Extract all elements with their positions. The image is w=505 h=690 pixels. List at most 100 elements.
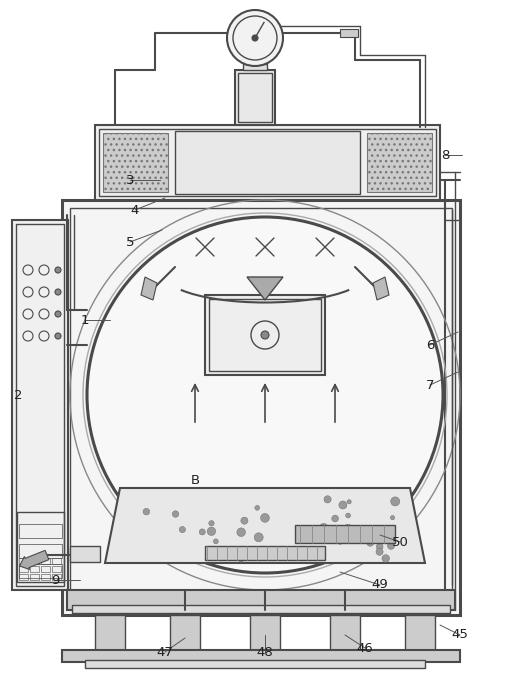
Circle shape <box>346 500 350 504</box>
Bar <box>30 574 39 580</box>
Circle shape <box>338 501 346 509</box>
Bar <box>30 566 39 572</box>
Bar <box>12 220 68 590</box>
Circle shape <box>345 513 350 518</box>
Bar <box>170 615 199 655</box>
Text: 2: 2 <box>14 388 22 402</box>
Bar <box>234 70 274 125</box>
Circle shape <box>143 509 149 515</box>
Bar <box>205 546 324 560</box>
Text: 5: 5 <box>126 235 134 248</box>
Text: 48: 48 <box>256 646 273 658</box>
Bar <box>85 660 424 668</box>
Bar <box>62 650 459 662</box>
Polygon shape <box>105 488 424 563</box>
Circle shape <box>262 553 268 558</box>
Text: 45: 45 <box>450 629 468 642</box>
Polygon shape <box>105 488 424 563</box>
Text: 3: 3 <box>126 173 134 186</box>
Bar <box>294 525 394 543</box>
Bar <box>237 73 272 122</box>
Circle shape <box>344 524 350 531</box>
Text: 6: 6 <box>425 339 433 351</box>
Bar <box>52 574 61 580</box>
Circle shape <box>251 35 258 41</box>
Bar <box>103 133 168 192</box>
Bar <box>205 295 324 375</box>
Circle shape <box>376 544 382 550</box>
Bar <box>404 615 434 655</box>
Circle shape <box>375 548 382 555</box>
Bar <box>41 566 50 572</box>
Circle shape <box>172 511 178 518</box>
Bar <box>95 615 125 655</box>
Bar <box>72 605 449 613</box>
Bar <box>99 129 435 196</box>
Bar <box>175 131 359 194</box>
Text: 46: 46 <box>356 642 373 655</box>
Circle shape <box>87 217 442 573</box>
Text: 1: 1 <box>81 313 89 326</box>
Circle shape <box>258 549 264 555</box>
Circle shape <box>348 530 356 538</box>
Bar <box>30 558 39 564</box>
Circle shape <box>236 528 245 537</box>
Circle shape <box>387 542 394 549</box>
Bar <box>329 615 359 655</box>
Circle shape <box>306 553 312 559</box>
Text: 9: 9 <box>50 573 59 586</box>
Circle shape <box>55 289 61 295</box>
Circle shape <box>389 515 394 520</box>
Bar <box>67 590 454 610</box>
Circle shape <box>390 497 399 506</box>
Circle shape <box>260 513 269 522</box>
Text: 4: 4 <box>131 204 139 217</box>
Circle shape <box>55 267 61 273</box>
Bar <box>249 615 279 655</box>
Bar <box>19 564 62 578</box>
Circle shape <box>238 558 243 562</box>
Text: 50: 50 <box>391 535 408 549</box>
Circle shape <box>209 520 214 526</box>
Bar <box>19 524 62 538</box>
Bar <box>17 512 64 582</box>
Circle shape <box>179 526 185 533</box>
Bar <box>41 558 50 564</box>
Bar <box>16 224 64 586</box>
Circle shape <box>323 495 331 503</box>
Circle shape <box>240 517 247 524</box>
Circle shape <box>255 506 259 510</box>
Bar <box>95 125 439 200</box>
FancyArrow shape <box>20 551 49 569</box>
Circle shape <box>228 553 234 559</box>
Circle shape <box>199 529 205 535</box>
Bar <box>19 544 62 558</box>
Circle shape <box>55 333 61 339</box>
Bar <box>19 558 28 564</box>
Circle shape <box>321 530 330 539</box>
Bar <box>339 29 358 37</box>
Circle shape <box>254 533 263 542</box>
Bar <box>366 133 431 192</box>
Circle shape <box>227 10 282 66</box>
Text: 8: 8 <box>440 148 448 161</box>
Bar <box>70 208 451 607</box>
Polygon shape <box>246 277 282 300</box>
Circle shape <box>207 527 215 535</box>
Text: 49: 49 <box>371 578 388 591</box>
Bar <box>242 64 267 70</box>
Bar <box>19 566 28 572</box>
Bar <box>41 574 50 580</box>
Circle shape <box>331 515 338 522</box>
Circle shape <box>305 533 312 540</box>
Polygon shape <box>372 277 388 300</box>
Circle shape <box>319 524 327 531</box>
Text: 7: 7 <box>425 379 433 391</box>
Circle shape <box>55 311 61 317</box>
Bar <box>19 574 28 580</box>
Circle shape <box>261 331 269 339</box>
Text: 47: 47 <box>156 646 173 658</box>
Circle shape <box>366 540 373 546</box>
Circle shape <box>336 537 343 544</box>
Bar <box>52 566 61 572</box>
